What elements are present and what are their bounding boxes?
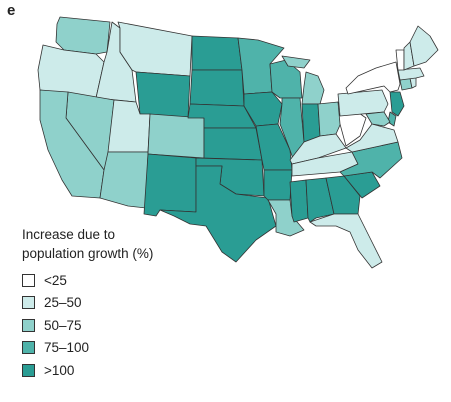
legend-swatch-3 [22, 318, 35, 332]
legend-item: 25–50 [22, 292, 153, 315]
state-nj [389, 91, 405, 117]
state-wy [135, 71, 191, 119]
state-md [365, 111, 391, 127]
legend-swatch-1 [22, 273, 35, 287]
legend-label: 75–100 [44, 340, 90, 356]
legend-item: <25 [22, 269, 153, 292]
legend-title-line-2: population growth (%) [22, 246, 154, 261]
state-nm [143, 153, 197, 217]
state-wa [55, 16, 111, 55]
state-nc [339, 141, 403, 179]
legend-title-line-1: Increase due to [22, 227, 116, 242]
legend: Increase due to population growth (%) <2… [22, 225, 153, 382]
state-ca [39, 89, 105, 199]
state-nd [191, 35, 243, 71]
state-pa [337, 89, 389, 117]
legend-item: 75–100 [22, 337, 153, 360]
legend-title: Increase due to population growth (%) [22, 225, 153, 263]
legend-swatch-2 [22, 296, 35, 310]
state-la [267, 199, 305, 237]
state-me [409, 25, 439, 67]
state-sd [189, 69, 245, 107]
state-va [345, 123, 399, 153]
state-de [387, 111, 397, 127]
legend-swatch-5 [22, 363, 35, 377]
state-in [301, 103, 321, 143]
state-ms [289, 179, 309, 223]
panel-label: e [7, 2, 16, 19]
legend-label: <25 [44, 272, 67, 288]
legend-item: >100 [22, 359, 153, 382]
legend-label: 25–50 [44, 295, 82, 311]
legend-swatch-4 [22, 341, 35, 355]
state-ar [263, 169, 293, 201]
state-co [147, 113, 205, 159]
legend-label: 50–75 [44, 317, 82, 333]
state-ks [203, 127, 263, 161]
state-tx [159, 165, 277, 263]
state-ma [397, 67, 425, 81]
state-il [279, 97, 305, 163]
state-fl [309, 213, 383, 269]
legend-item: 50–75 [22, 314, 153, 337]
state-az [99, 151, 149, 209]
state-ny [345, 61, 401, 95]
legend-label: >100 [44, 362, 75, 378]
